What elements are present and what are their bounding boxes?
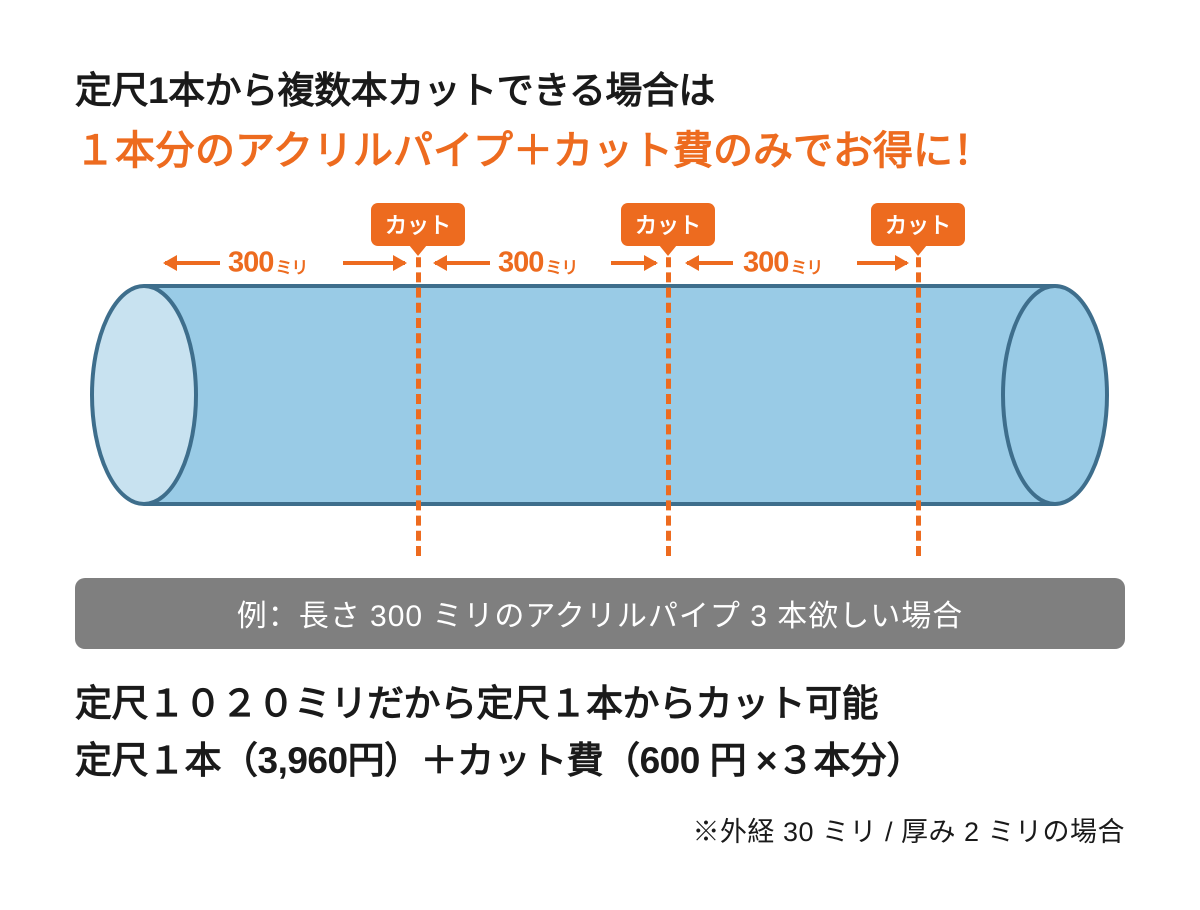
body-line-1: 定尺１０２０ミリだから定尺１本からカット可能: [75, 675, 1125, 732]
cut-line: [916, 242, 921, 556]
pipe-diagram: カット カット カット 300ミリ 300ミリ 300ミリ: [75, 196, 1125, 566]
measure-label: 300ミリ: [498, 247, 577, 280]
headline-line-2: １本分のアクリルパイプ＋カット費のみでお得に！: [75, 118, 1125, 176]
cut-label: カット: [871, 203, 965, 246]
footnote: ※外経 30 ミリ / 厚み 2 ミリの場合: [75, 810, 1125, 849]
cut-label: カット: [371, 203, 465, 246]
pipe-shape: [75, 196, 1125, 526]
cut-line: [666, 242, 671, 556]
cut-label: カット: [621, 203, 715, 246]
measure-label: 300ミリ: [743, 247, 822, 280]
body-text: 定尺１０２０ミリだから定尺１本からカット可能 定尺１本（3,960円）＋カット費…: [75, 675, 1125, 790]
measure-arrow-left: [165, 261, 220, 265]
cut-line: [416, 242, 421, 556]
measure-arrow-left: [687, 261, 733, 265]
measure-arrow-right: [611, 261, 656, 265]
body-line-2: 定尺１本（3,960円）＋カット費（600 円 ×３本分）: [75, 732, 1125, 789]
example-banner: 例：長さ 300 ミリのアクリルパイプ 3 本欲しい場合: [75, 578, 1125, 649]
measure-label: 300ミリ: [228, 247, 307, 280]
measure-arrow-right: [343, 261, 405, 265]
headline-line-1: 定尺1本から複数本カットできる場合は: [75, 60, 1125, 114]
measure-arrow-left: [435, 261, 490, 265]
measure-arrow-right: [857, 261, 907, 265]
